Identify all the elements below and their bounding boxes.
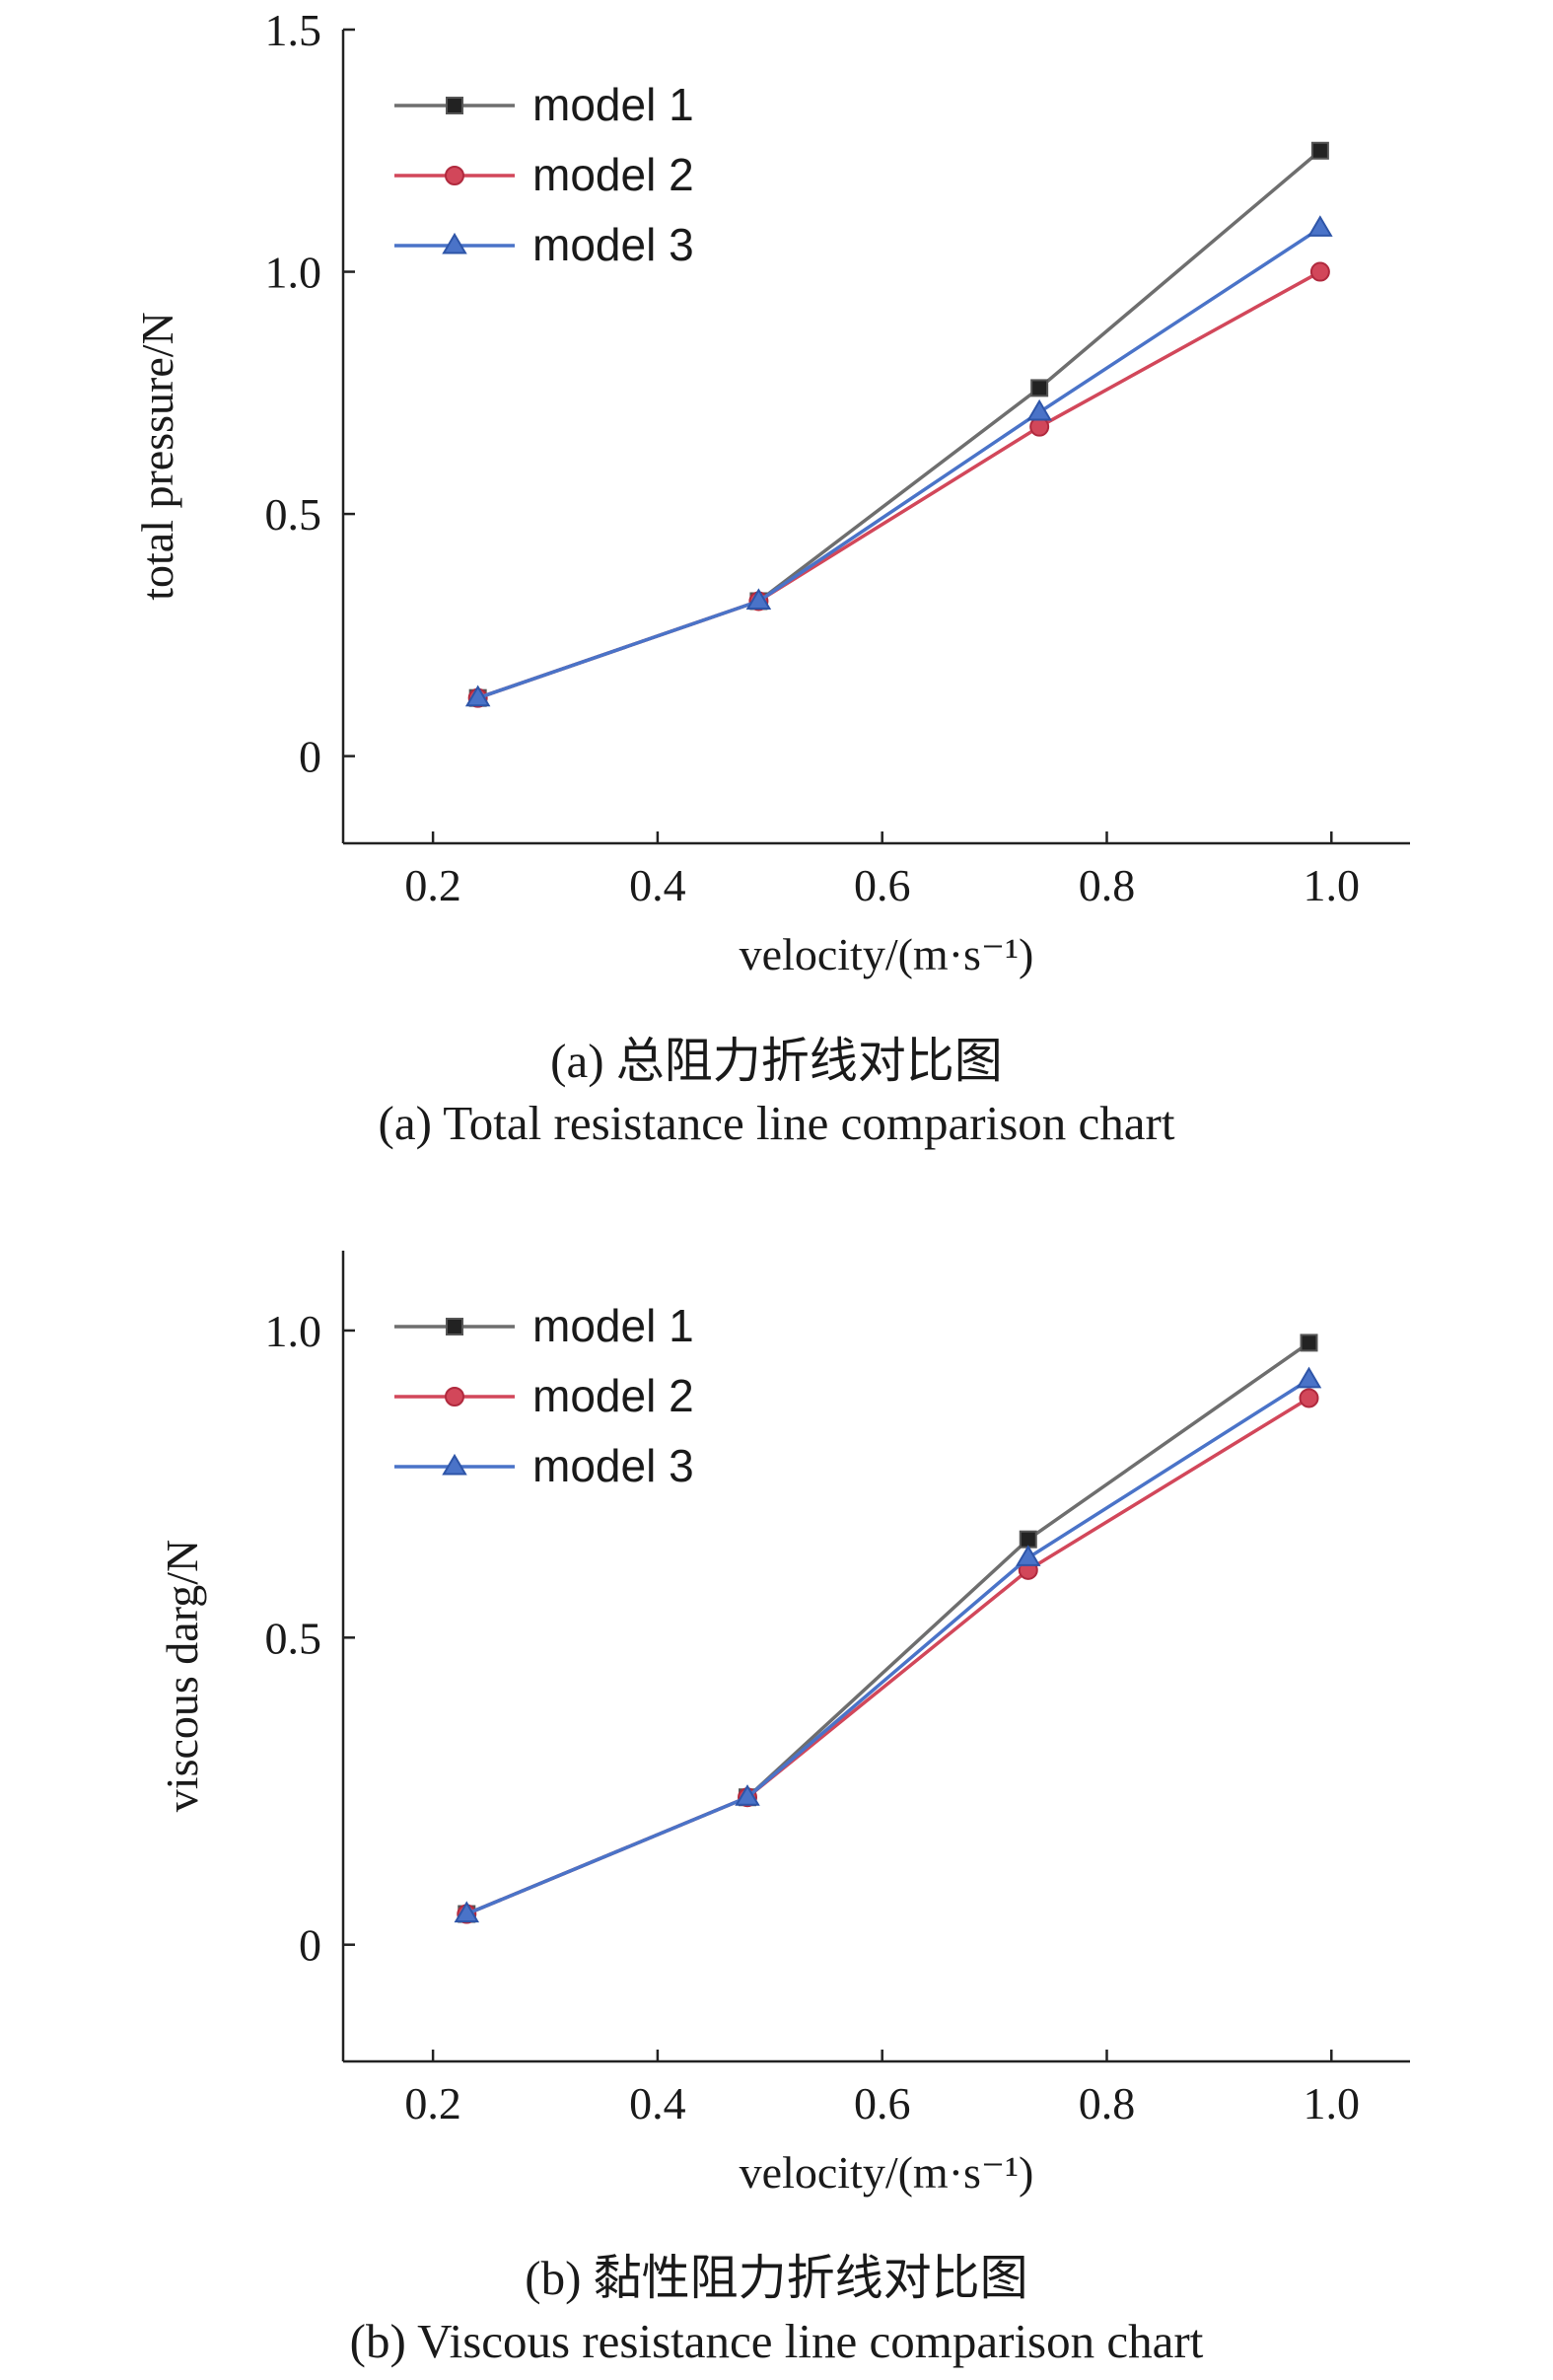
- chart-a-legend-marker: [445, 166, 464, 185]
- chart-a-y-tick-label: 1.0: [265, 248, 322, 298]
- chart-a-series-1-point: [1030, 379, 1049, 397]
- chart-b-series-3-point: [1016, 1545, 1041, 1566]
- chart-b-series-3-point: [454, 1901, 480, 1923]
- chart-a-series-3-line: [477, 226, 1321, 700]
- chart-b-legend: model 1 model 2 model 3: [394, 1300, 694, 1491]
- chart-a-series-2-line: [477, 270, 1321, 700]
- chart-b-y-tick-label: 0.5: [265, 1613, 322, 1663]
- chart-b-legend-label: model 1: [532, 1300, 694, 1351]
- chart-a-legend-marker: [442, 232, 467, 254]
- chart-b-caption-cn: (b) 黏性阻力折线对比图: [525, 2251, 1028, 2305]
- chart-a-caption-en: (a) Total resistance line comparison cha…: [378, 1096, 1175, 1150]
- chart-b-series-1-line: [465, 1340, 1310, 1916]
- chart-a-legend-label: model 1: [532, 79, 694, 130]
- chart-a-series-3: [464, 215, 1333, 707]
- chart-a-caption-cn: (a) 总阻力折线对比图: [550, 1034, 1003, 1088]
- chart-b-x-axis-label: velocity/(m·s⁻¹): [740, 2147, 1034, 2198]
- chart-a-series-3-point: [1026, 398, 1052, 421]
- chart-b-series-3-point: [1296, 1366, 1322, 1389]
- chart-b-caption-en: (b) Viscous resistance line comparison c…: [349, 2314, 1204, 2368]
- chart-a-x-tick-label: 0.2: [404, 860, 461, 910]
- chart-a-series-3-point: [464, 685, 491, 707]
- chart-a-legend-marker: [446, 97, 463, 114]
- chart-a: 0.2 0.4 0.6 0.8 1.0 0 0.5 1.0 1.5 velocity/(m·s⁻¹…: [132, 5, 1410, 979]
- chart-b-series-3-line: [465, 1378, 1310, 1916]
- chart-b-x-tick-label: 0.2: [404, 2078, 461, 2128]
- chart-a-series-2: [467, 261, 1330, 708]
- chart-b-series-1-point: [1300, 1334, 1318, 1352]
- chart-b-x-tick-label: 0.6: [854, 2078, 911, 2128]
- chart-a-y-axis-label: total pressure/N: [132, 312, 182, 601]
- chart-a-x-tick-label: 0.6: [854, 860, 911, 910]
- chart-b-series-2-point: [1299, 1388, 1319, 1408]
- chart-b-x-tick-label: 0.4: [629, 2078, 686, 2128]
- chart-b-legend-marker: [446, 1318, 463, 1335]
- chart-a-series-3-point: [745, 588, 772, 611]
- chart-b-y-tick-label: 1.0: [265, 1306, 322, 1356]
- chart-b-y-axis-label: viscous darg/N: [157, 1540, 207, 1812]
- chart-b-series-1: [458, 1334, 1318, 1923]
- chart-b-series-3: [454, 1366, 1322, 1923]
- chart-a-series-1-point: [1310, 141, 1329, 160]
- chart-b-legend-marker: [445, 1387, 464, 1406]
- chart-b-legend-label: model 3: [532, 1440, 694, 1491]
- chart-a-x-tick-label: 0.4: [629, 860, 686, 910]
- chart-a-legend-label: model 2: [532, 149, 694, 200]
- chart-b-x-tick-label: 1.0: [1304, 2078, 1361, 2128]
- chart-b-series-3-point: [735, 1784, 760, 1806]
- chart-a-legend-label: model 3: [532, 219, 694, 270]
- chart-a-y-tick-label: 1.5: [265, 5, 322, 55]
- chart-b-x-tick-label: 0.8: [1079, 2078, 1136, 2128]
- chart-a-x-tick-label: 1.0: [1304, 860, 1361, 910]
- chart-a-x-tick-label: 0.8: [1079, 860, 1136, 910]
- chart-a-x-axis-label: velocity/(m·s⁻¹): [740, 929, 1034, 979]
- chart-a-series-2-point: [1309, 261, 1330, 282]
- chart-a-legend: model 1 model 2 model 3: [394, 79, 694, 270]
- chart-a-y-tick-label: 0.5: [265, 489, 322, 540]
- chart-a-series-3-point: [1307, 215, 1333, 237]
- chart-b-legend-label: model 2: [532, 1370, 694, 1421]
- chart-b-legend-marker: [442, 1453, 467, 1476]
- chart-b: 0.2 0.4 0.6 0.8 1.0 0 0.5 1.0 velocity/(m·s⁻¹) vi…: [157, 1251, 1410, 2198]
- chart-a-y-tick-label: 0: [299, 732, 321, 782]
- chart-b-y-tick-label: 0: [299, 1920, 321, 1971]
